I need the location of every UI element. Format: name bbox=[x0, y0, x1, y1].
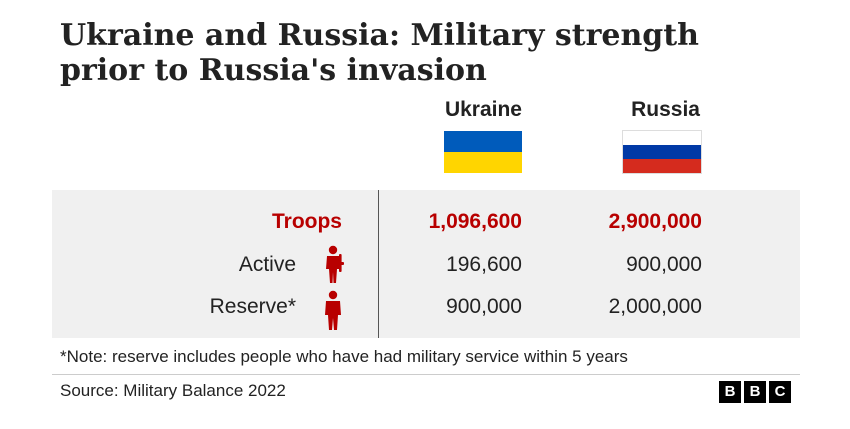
row-label-troops: Troops bbox=[271, 210, 342, 233]
data-panel bbox=[52, 190, 800, 338]
reserve-russia-value: 2,000,000 bbox=[608, 295, 702, 318]
column-header-russia: Russia bbox=[631, 98, 700, 121]
russia-flag-icon bbox=[622, 130, 702, 174]
chart-title: Ukraine and Russia: Military strength pr… bbox=[60, 18, 699, 88]
column-divider bbox=[378, 190, 379, 338]
reserve-ukraine-value: 900,000 bbox=[446, 295, 522, 318]
column-header-ukraine: Ukraine bbox=[444, 98, 522, 121]
source-text: Source: Military Balance 2022 bbox=[60, 381, 286, 400]
active-ukraine-value: 196,600 bbox=[446, 253, 522, 276]
ukraine-flag-icon bbox=[444, 131, 522, 173]
bbc-logo-letter: B bbox=[719, 381, 741, 403]
bbc-logo-letter: C bbox=[769, 381, 791, 403]
bbc-logo: B B C bbox=[719, 381, 791, 403]
person-icon bbox=[325, 290, 341, 330]
active-russia-value: 900,000 bbox=[626, 253, 702, 276]
troops-ukraine-value: 1,096,600 bbox=[428, 210, 522, 233]
footer-divider bbox=[52, 374, 800, 375]
footnote: *Note: reserve includes people who have … bbox=[60, 347, 628, 366]
armed-soldier-icon bbox=[326, 245, 344, 283]
row-label-active: Active bbox=[238, 253, 296, 276]
troops-russia-value: 2,900,000 bbox=[608, 210, 702, 233]
bbc-logo-letter: B bbox=[744, 381, 766, 403]
row-label-reserve: Reserve* bbox=[209, 295, 296, 318]
